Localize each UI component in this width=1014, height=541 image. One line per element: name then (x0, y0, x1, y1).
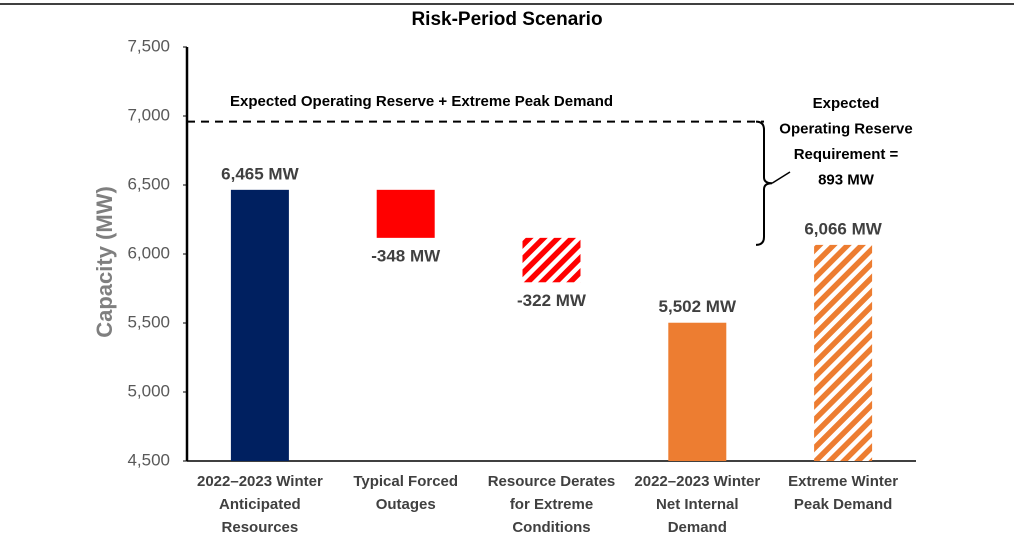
x-tick-label: Conditions (512, 519, 590, 536)
y-axis-label: Capacity (MW) (92, 186, 117, 338)
reference-label: Expected Operating Reserve + Extreme Pea… (230, 93, 613, 110)
bracket-label: Operating Reserve (779, 120, 912, 137)
bar (522, 237, 581, 283)
bar (376, 189, 435, 238)
x-tick-label: for Extreme (510, 496, 593, 513)
y-tick-label: 5,000 (127, 381, 170, 400)
y-tick-label: 7,000 (127, 105, 170, 124)
x-tick-label: Extreme Winter (788, 473, 898, 490)
bracket-label: 893 MW (818, 171, 875, 188)
y-tick-label: 5,500 (127, 312, 170, 331)
value-label: -322 MW (517, 291, 587, 310)
x-tick-label: Typical Forced (353, 473, 458, 490)
y-tick-label: 6,500 (127, 174, 170, 193)
bracket-pointer (771, 171, 791, 184)
x-tick-label: Resource Derates (488, 473, 616, 490)
bar (668, 322, 727, 461)
bracket-label: Requirement = (794, 146, 899, 163)
bar (230, 189, 289, 461)
x-tick-label: Peak Demand (794, 496, 892, 513)
y-tick-label: 6,000 (127, 243, 170, 262)
x-tick-label: Net Internal (656, 496, 739, 513)
bar (814, 244, 873, 461)
chart-title: Risk-Period Scenario (411, 9, 602, 30)
value-label: 6,066 MW (804, 219, 882, 238)
x-tick-label: Outages (376, 496, 436, 513)
x-tick-label: Anticipated (219, 496, 301, 513)
value-label: 5,502 MW (659, 297, 737, 316)
bracket (755, 120, 773, 246)
y-tick-label: 7,500 (127, 36, 170, 55)
x-tick-label: 2022–2023 Winter (634, 473, 760, 490)
y-tick-label: 4,500 (127, 450, 170, 469)
x-tick-label: 2022–2023 Winter (197, 473, 323, 490)
value-label: -348 MW (371, 246, 441, 265)
bracket-label: Expected (813, 95, 880, 112)
x-tick-label: Demand (668, 519, 727, 536)
x-tick-label: Resources (222, 519, 299, 536)
value-label: 6,465 MW (221, 164, 299, 183)
